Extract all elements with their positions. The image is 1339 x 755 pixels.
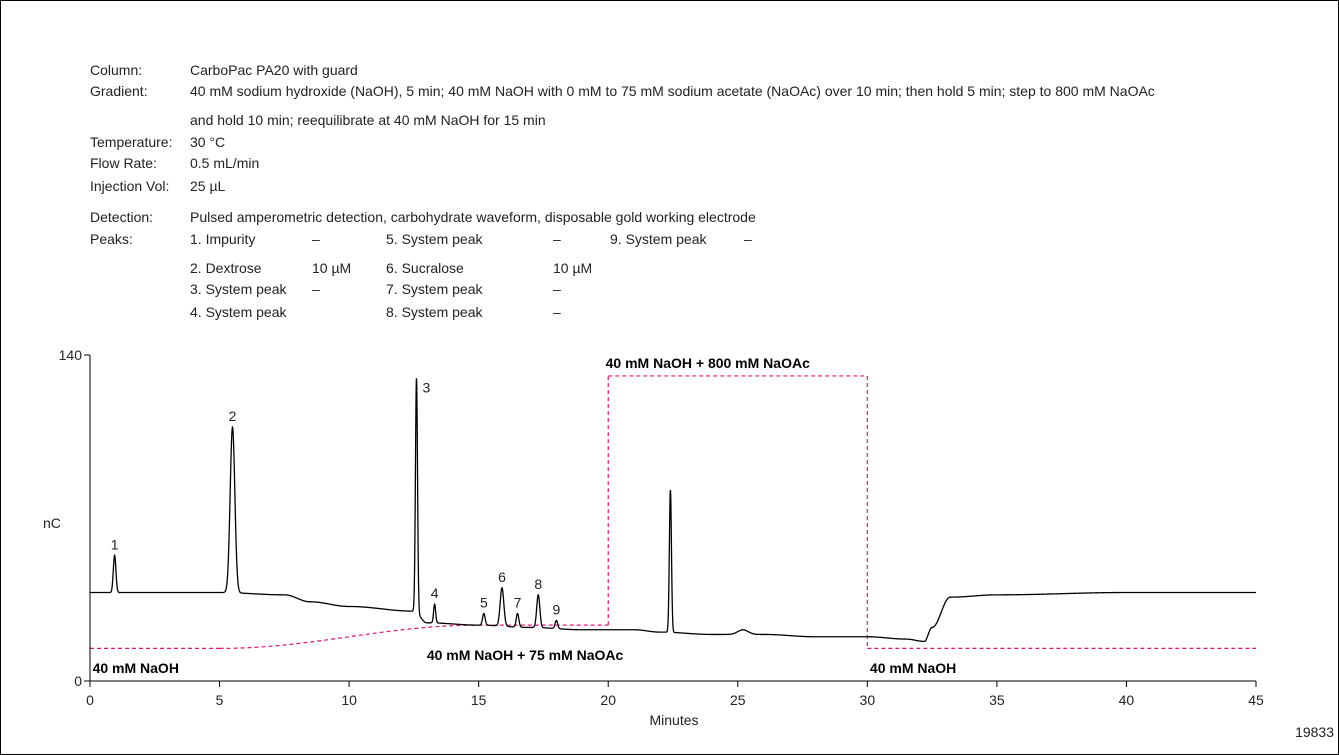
- peak-entry-8-name: 8. System peak: [386, 304, 483, 320]
- peak-label-2: 2: [229, 408, 237, 424]
- temperature-label: Temperature:: [90, 134, 172, 150]
- peaks-label: Peaks:: [90, 231, 133, 247]
- x-tick-label-5: 5: [216, 692, 224, 708]
- x-tick-label-10: 10: [341, 692, 357, 708]
- column-label: Column:: [90, 62, 142, 78]
- x-tick-label-45: 45: [1248, 692, 1264, 708]
- gradient-annotation-3: 40 mM NaOH + 800 mM NaOAc: [606, 355, 810, 371]
- peak-entry-5-conc: –: [553, 231, 561, 247]
- injection-vol-label: Injection Vol:: [90, 178, 169, 194]
- x-tick-label-30: 30: [860, 692, 876, 708]
- peak-entry-7-conc: –: [553, 281, 561, 297]
- peak-label-9: 9: [553, 601, 561, 617]
- y-tick-label-140: 140: [59, 347, 83, 363]
- peak-entry-6-conc: 10 µM: [553, 260, 592, 276]
- peak-label-5: 5: [480, 594, 488, 610]
- peak-entry-1-name: 1. Impurity: [190, 231, 255, 247]
- gradient-layer: [90, 375, 1256, 649]
- gradient-annotation-2: 40 mM NaOH + 75 mM NaOAc: [427, 647, 624, 663]
- peak-entry-9-conc: –: [744, 231, 752, 247]
- peak-label-6: 6: [498, 569, 506, 585]
- y-tick-label-0: 0: [74, 673, 82, 689]
- x-axis-title: Minutes: [649, 712, 698, 728]
- x-tick-label-15: 15: [471, 692, 487, 708]
- peak-label-7: 7: [514, 594, 522, 610]
- peak-entry-7-name: 7. System peak: [386, 281, 483, 297]
- temperature-value: 30 °C: [190, 134, 225, 150]
- gradient-line1: 40 mM sodium hydroxide (NaOH), 5 min; 40…: [190, 83, 1155, 99]
- peak-label-1: 1: [111, 536, 119, 552]
- peak-entry-9-name: 9. System peak: [610, 231, 707, 247]
- peak-entry-5-name: 5. System peak: [386, 231, 483, 247]
- peak-entry-3-name: 3. System peak: [190, 281, 287, 297]
- gradient-profile-line: [90, 375, 1256, 649]
- peak-entry-2-name: 2. Dextrose: [190, 260, 262, 276]
- gradient-annotation-1: 40 mM NaOH: [93, 660, 179, 676]
- conditions-block: Column: CarboPac PA20 with guard Gradien…: [90, 62, 1155, 320]
- peak-entry-2-conc: 10 µM: [312, 260, 351, 276]
- gradient-label: Gradient:: [90, 83, 148, 99]
- x-tick-label-40: 40: [1119, 692, 1135, 708]
- flow-rate-value: 0.5 mL/min: [190, 155, 259, 171]
- x-tick-label-25: 25: [730, 692, 746, 708]
- injection-vol-value: 25 µL: [190, 178, 226, 194]
- chromatogram-trace: [90, 378, 1256, 643]
- trace-layer: [90, 378, 1256, 643]
- detection-value: Pulsed amperometric detection, carbohydr…: [190, 209, 756, 225]
- peak-label-4: 4: [431, 585, 439, 601]
- figure-id: 19833: [1295, 724, 1334, 740]
- x-tick-label-0: 0: [86, 692, 94, 708]
- flow-rate-label: Flow Rate:: [90, 155, 157, 171]
- detection-label: Detection:: [90, 209, 153, 225]
- x-tick-label-35: 35: [989, 692, 1005, 708]
- peak-label-3: 3: [422, 379, 430, 395]
- peak-entry-8-conc: –: [553, 304, 561, 320]
- peak-entry-4-name: 4. System peak: [190, 304, 287, 320]
- peak-entry-1-conc: –: [312, 231, 320, 247]
- y-axis-title: nC: [43, 515, 61, 531]
- gradient-line2: and hold 10 min; reequilibrate at 40 mM …: [190, 112, 546, 128]
- x-tick-label-20: 20: [600, 692, 616, 708]
- peak-label-8: 8: [534, 576, 542, 592]
- gradient-annotation-4: 40 mM NaOH: [870, 660, 956, 676]
- column-value: CarboPac PA20 with guard: [190, 62, 358, 78]
- peak-entry-6-name: 6. Sucralose: [386, 260, 464, 276]
- peak-entry-3-conc: –: [312, 281, 320, 297]
